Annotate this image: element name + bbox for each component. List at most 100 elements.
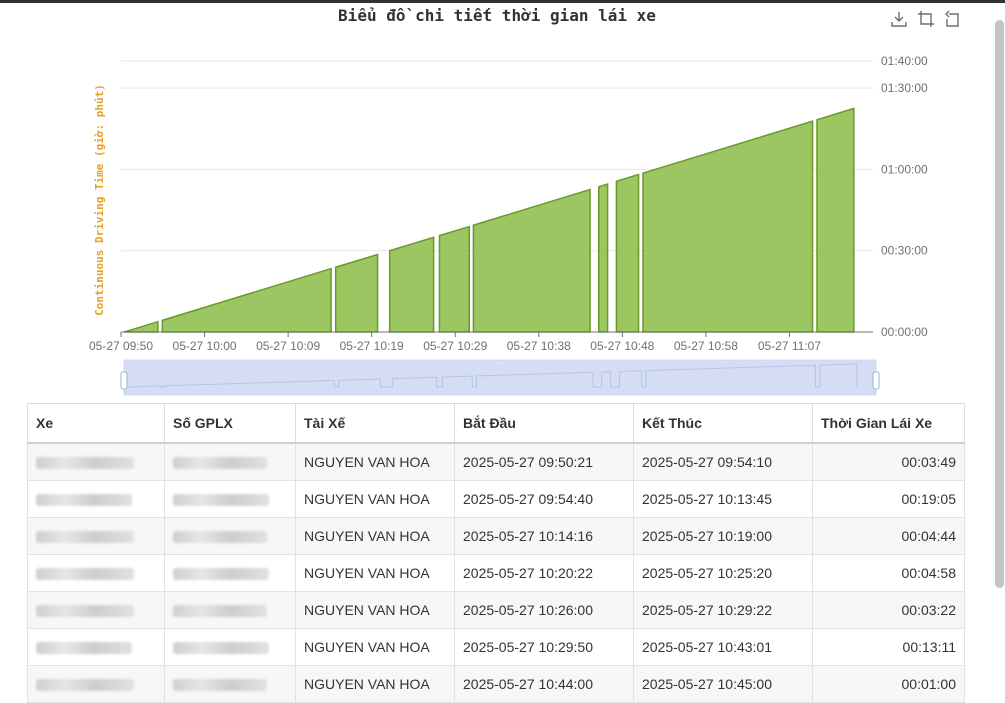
redacted-plate bbox=[36, 457, 134, 470]
vehicle-cell bbox=[27, 554, 165, 592]
vehicle-cell bbox=[27, 480, 165, 518]
end-cell: 2025-05-27 10:43:01 bbox=[633, 628, 813, 666]
table-header-row: Xe Số GPLX Tài Xế Bắt Đầu Kết Thúc Thời … bbox=[27, 403, 965, 444]
driver-cell: NGUYEN VAN HOA bbox=[295, 442, 455, 481]
redacted-license bbox=[173, 679, 267, 692]
datazoom-background bbox=[123, 359, 877, 396]
vehicle-cell bbox=[27, 628, 165, 666]
col-header-license[interactable]: Số GPLX bbox=[164, 403, 296, 444]
driving-segment-area[interactable] bbox=[161, 267, 332, 333]
driver-cell: NGUYEN VAN HOA bbox=[295, 480, 455, 518]
x-tick-label: 05-27 10:58 bbox=[674, 339, 738, 353]
x-tick-label: 05-27 10:19 bbox=[340, 339, 404, 353]
driving-time-chart[interactable]: 05-27 09:50 05-27 10:00 05-27 10:09 05-27 1… bbox=[0, 0, 1005, 400]
redacted-license bbox=[173, 642, 269, 655]
datazoom-preview-line bbox=[124, 363, 858, 388]
driving-detail-table: Xe Số GPLX Tài Xế Bắt Đầu Kết Thúc Thời … bbox=[27, 403, 965, 703]
x-axis: 05-27 09:50 05-27 10:00 05-27 10:09 05-27 1… bbox=[89, 331, 873, 353]
table-row[interactable]: NGUYEN VAN HOA 2025-05-27 09:50:21 2025-05… bbox=[27, 442, 965, 481]
end-cell: 2025-05-27 10:29:22 bbox=[633, 591, 813, 629]
license-cell bbox=[164, 442, 296, 481]
table-row[interactable]: NGUYEN VAN HOA 2025-05-27 10:29:50 2025-05… bbox=[27, 628, 965, 666]
start-cell: 2025-05-27 10:14:16 bbox=[454, 517, 634, 555]
duration-cell: 00:04:44 bbox=[812, 517, 965, 555]
vehicle-cell bbox=[27, 442, 165, 481]
driver-cell: NGUYEN VAN HOA bbox=[295, 665, 455, 703]
table-row[interactable]: NGUYEN VAN HOA 2025-05-27 10:14:16 2025-05… bbox=[27, 517, 965, 555]
driving-segment-area[interactable] bbox=[597, 183, 609, 333]
driving-segment-area[interactable] bbox=[388, 236, 435, 333]
license-cell bbox=[164, 665, 296, 703]
end-cell: 2025-05-27 09:54:10 bbox=[633, 442, 813, 481]
datazoom-right-handle[interactable] bbox=[872, 371, 880, 390]
vehicle-cell bbox=[27, 665, 165, 703]
license-cell bbox=[164, 517, 296, 555]
duration-cell: 00:13:11 bbox=[812, 628, 965, 666]
start-cell: 2025-05-27 10:20:22 bbox=[454, 554, 634, 592]
duration-cell: 00:03:49 bbox=[812, 442, 965, 481]
chart-toolbox bbox=[890, 10, 962, 28]
redacted-plate bbox=[36, 568, 134, 581]
x-tick-label: 05-27 10:29 bbox=[423, 339, 487, 353]
y-tick-label: 01:40:00 bbox=[881, 54, 928, 68]
driving-segment-area[interactable] bbox=[123, 320, 159, 333]
y-tick-label: 01:30:00 bbox=[881, 81, 928, 95]
driver-cell: NGUYEN VAN HOA bbox=[295, 554, 455, 592]
redacted-plate bbox=[36, 642, 132, 655]
y-axis: 00:00:00 00:30:00 01:00:00 01:30:00 01:40:00 bbox=[881, 54, 928, 339]
redacted-plate bbox=[36, 531, 134, 544]
y-tick-label: 00:00:00 bbox=[881, 325, 928, 339]
vertical-scrollbar[interactable] bbox=[995, 20, 1004, 588]
datazoom-selected-range[interactable] bbox=[124, 360, 876, 395]
table-row[interactable]: NGUYEN VAN HOA 2025-05-27 10:44:00 2025-05… bbox=[27, 665, 965, 703]
col-header-end[interactable]: Kết Thúc bbox=[633, 403, 813, 444]
driving-segment-area[interactable] bbox=[816, 107, 855, 333]
license-cell bbox=[164, 480, 296, 518]
x-tick-label: 05-27 10:00 bbox=[173, 339, 237, 353]
zoom-reset-icon[interactable] bbox=[944, 10, 962, 28]
col-header-duration[interactable]: Thời Gian Lái Xe bbox=[812, 403, 965, 444]
license-cell bbox=[164, 628, 296, 666]
license-cell bbox=[164, 591, 296, 629]
duration-cell: 00:19:05 bbox=[812, 480, 965, 518]
datazoom-grip-icon[interactable]: ⋯ bbox=[496, 359, 504, 368]
table-row[interactable]: NGUYEN VAN HOA 2025-05-27 10:26:00 2025-05… bbox=[27, 591, 965, 629]
driving-segment-area[interactable] bbox=[615, 173, 640, 333]
chart-series-areas bbox=[123, 107, 855, 333]
chart-title: Biểu đồ chi tiết thời gian lái xe bbox=[338, 6, 656, 25]
datazoom-slider[interactable]: ⋯ bbox=[120, 359, 880, 396]
y-tick-label: 01:00:00 bbox=[881, 162, 928, 176]
end-cell: 2025-05-27 10:13:45 bbox=[633, 480, 813, 518]
driving-segment-area[interactable] bbox=[472, 188, 591, 333]
col-header-driver[interactable]: Tài Xế bbox=[295, 403, 455, 444]
col-header-start[interactable]: Bắt Đầu bbox=[454, 403, 634, 444]
redacted-license bbox=[173, 605, 267, 618]
col-header-vehicle[interactable]: Xe bbox=[27, 403, 165, 444]
redacted-license bbox=[173, 531, 267, 544]
datazoom-left-handle[interactable] bbox=[120, 371, 128, 390]
driver-cell: NGUYEN VAN HOA bbox=[295, 517, 455, 555]
redacted-plate bbox=[36, 494, 132, 507]
redacted-license bbox=[173, 568, 269, 581]
driving-segment-area[interactable] bbox=[642, 120, 814, 333]
start-cell: 2025-05-27 09:54:40 bbox=[454, 480, 634, 518]
download-icon[interactable] bbox=[890, 10, 908, 28]
end-cell: 2025-05-27 10:25:20 bbox=[633, 554, 813, 592]
license-cell bbox=[164, 554, 296, 592]
window-top-border bbox=[0, 0, 1005, 3]
driving-segment-area[interactable] bbox=[334, 253, 379, 333]
end-cell: 2025-05-27 10:19:00 bbox=[633, 517, 813, 555]
start-cell: 2025-05-27 09:50:21 bbox=[454, 442, 634, 481]
x-tick-label: 05-27 09:50 bbox=[89, 339, 153, 353]
duration-cell: 00:01:00 bbox=[812, 665, 965, 703]
redacted-plate bbox=[36, 605, 134, 618]
table-row[interactable]: NGUYEN VAN HOA 2025-05-27 09:54:40 2025-05… bbox=[27, 480, 965, 518]
table-row[interactable]: NGUYEN VAN HOA 2025-05-27 10:20:22 2025-05… bbox=[27, 554, 965, 592]
start-cell: 2025-05-27 10:44:00 bbox=[454, 665, 634, 703]
x-tick-label: 05-27 11:07 bbox=[758, 339, 821, 353]
start-cell: 2025-05-27 10:29:50 bbox=[454, 628, 634, 666]
driving-segment-area[interactable] bbox=[438, 225, 471, 333]
driver-cell: NGUYEN VAN HOA bbox=[295, 591, 455, 629]
redacted-license bbox=[173, 457, 267, 470]
zoom-select-icon[interactable] bbox=[917, 10, 935, 28]
